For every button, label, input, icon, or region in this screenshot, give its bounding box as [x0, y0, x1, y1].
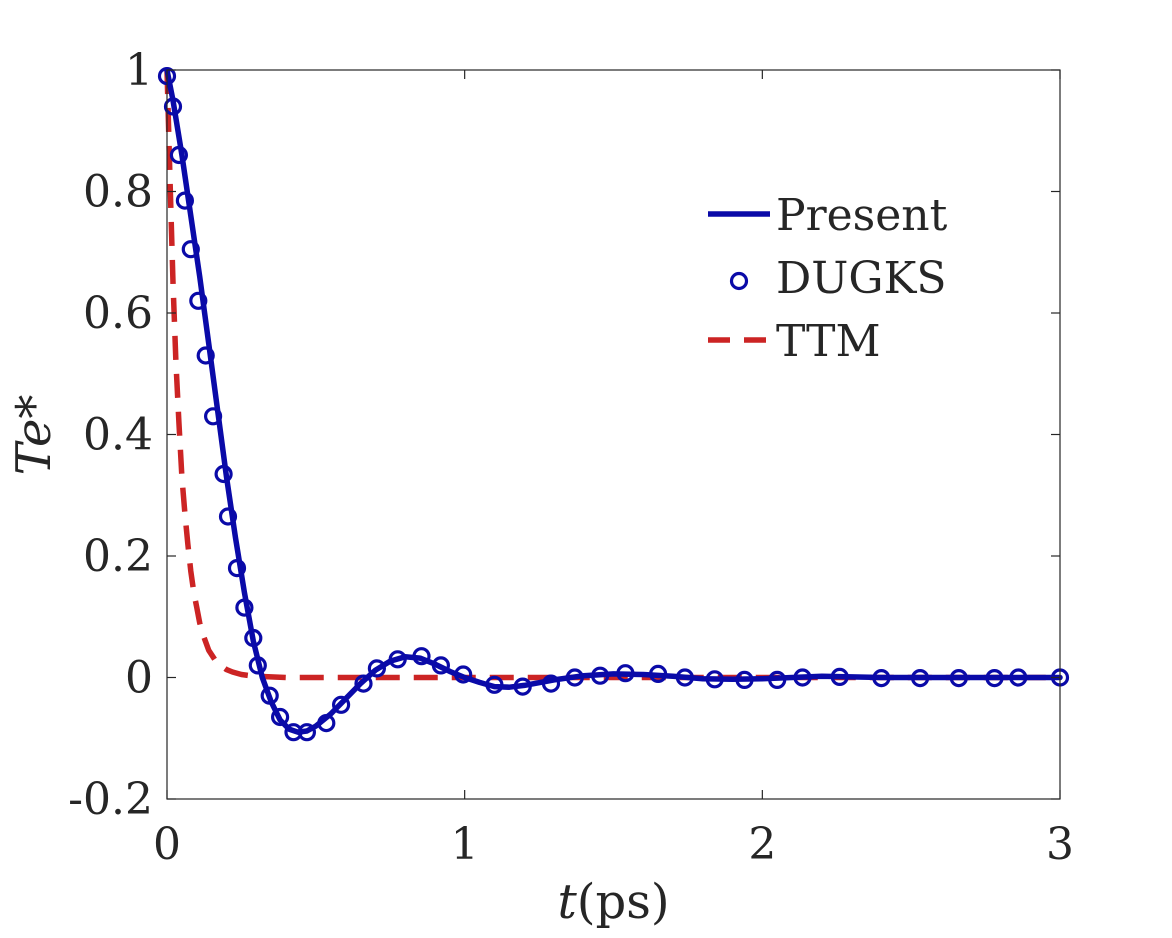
data-point-dugks	[431, 656, 450, 675]
data-point-dugks	[910, 668, 930, 688]
data-point-dugks	[454, 665, 473, 684]
data-point-dugks	[175, 191, 194, 210]
series-line-ttm	[164, 69, 1060, 681]
data-point-dugks	[735, 670, 754, 690]
data-point-dugks	[1009, 668, 1028, 687]
data-point-dugks	[235, 598, 254, 617]
data-point-dugks	[354, 674, 373, 693]
series-line-present	[164, 67, 1063, 735]
data-point-dugks	[485, 675, 504, 694]
y-axis-label-var: Te	[6, 419, 62, 476]
x-tick-label: 0	[153, 819, 181, 870]
data-point-dugks	[189, 291, 208, 310]
data-point-dugks	[675, 668, 695, 687]
y-tick-label: 1	[125, 45, 153, 96]
plot-marks	[157, 66, 1070, 742]
axes: 0 1 2 3-0.200.20.40.60.81t(ps)Te*	[6, 45, 1074, 930]
legend-swatch-dugks	[729, 271, 749, 291]
data-point-dugks	[248, 656, 267, 675]
data-point-dugks	[284, 723, 303, 742]
y-tick-label: 0	[125, 653, 153, 704]
data-point-dugks	[590, 666, 610, 685]
legend: Present DUGKS TTM	[708, 190, 948, 367]
data-point-dugks	[705, 670, 724, 689]
data-point-dugks	[181, 240, 200, 259]
data-point-dugks	[218, 507, 238, 526]
y-tick-label: 0.6	[83, 288, 153, 339]
series-dugks	[157, 66, 1070, 742]
data-point-dugks	[244, 628, 263, 648]
data-point-dugks	[317, 713, 336, 733]
x-tick-label: 3	[1046, 819, 1074, 870]
x-axis-label-var: t	[557, 874, 577, 930]
data-point-dugks	[648, 664, 668, 684]
data-point-dugks	[227, 558, 247, 578]
data-point-dugks	[513, 677, 532, 696]
data-point-dugks	[616, 664, 635, 683]
data-point-dugks	[412, 647, 431, 666]
x-axis-label-unit: (ps)	[577, 874, 670, 930]
data-point-dugks	[332, 695, 351, 714]
data-point-dugks	[163, 97, 183, 116]
y-tick-label: 0.4	[83, 410, 153, 461]
y-tick-label: -0.2	[68, 774, 153, 825]
x-tick-label: 2	[748, 819, 776, 870]
legend-label-dugks: DUGKS	[776, 253, 947, 304]
data-point-dugks	[541, 674, 561, 693]
data-point-dugks	[196, 346, 215, 365]
data-point-dugks	[565, 668, 584, 687]
data-point-dugks	[169, 145, 188, 165]
y-axis-label: Te*	[6, 395, 62, 476]
data-point-dugks	[214, 464, 233, 484]
data-point-dugks	[297, 723, 316, 742]
legend-label-present: Present	[776, 190, 948, 241]
data-point-dugks	[949, 668, 968, 688]
x-axis-label: t(ps)	[557, 874, 669, 930]
data-point-dugks	[367, 659, 386, 678]
legend-label-ttm: TTM	[776, 316, 881, 367]
x-tick-label: 1	[451, 819, 479, 870]
y-tick-label: 0.8	[83, 167, 153, 218]
data-point-dugks	[830, 667, 849, 687]
data-point-dugks	[872, 668, 891, 688]
data-point-dugks	[260, 686, 279, 705]
y-tick-label: 0.2	[83, 531, 153, 582]
data-point-dugks	[793, 668, 812, 687]
data-point-dugks	[204, 407, 223, 426]
data-point-dugks	[388, 650, 407, 669]
data-point-dugks	[985, 668, 1004, 688]
plot-frame	[166, 69, 1061, 800]
data-point-dugks	[768, 670, 787, 690]
y-axis-label-suffix: *	[6, 395, 62, 419]
data-point-dugks	[271, 707, 290, 727]
